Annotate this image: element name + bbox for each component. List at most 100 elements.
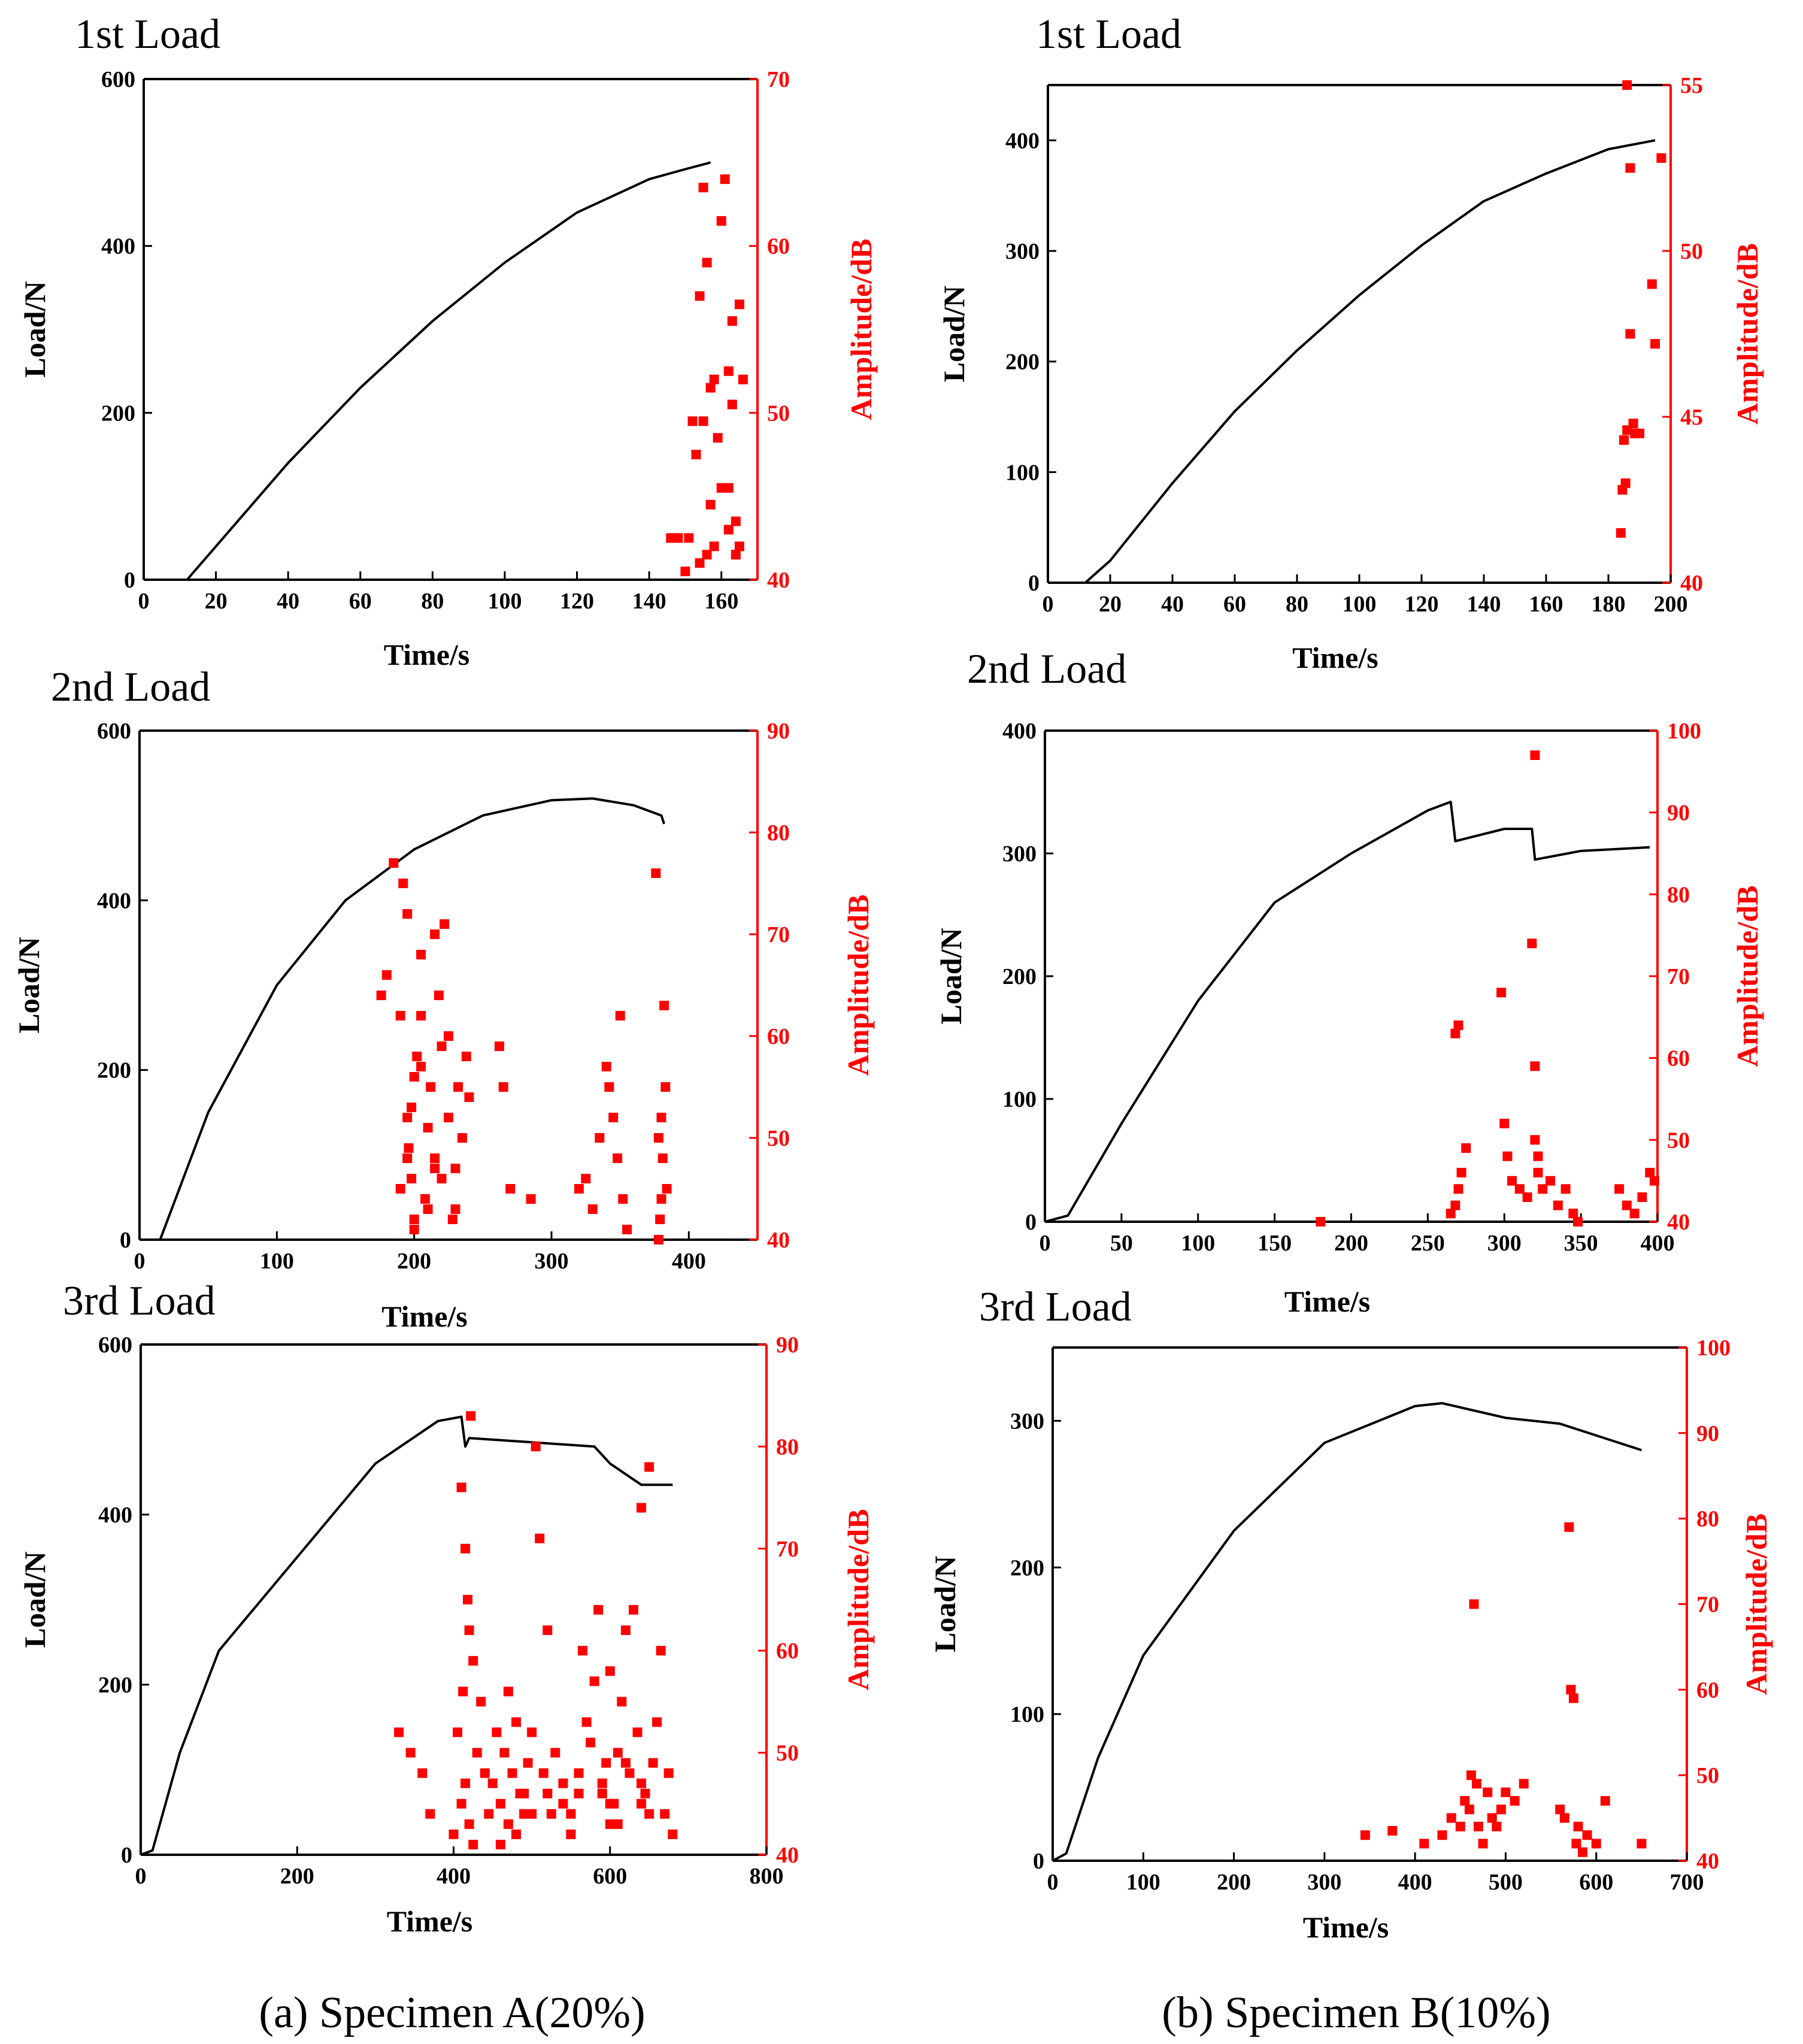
amplitude-point [1533, 1151, 1543, 1161]
amplitude-point [1649, 1176, 1659, 1186]
amplitude-point [1635, 428, 1644, 438]
x-tick-label: 160 [704, 589, 738, 614]
amplitude-point [738, 374, 748, 384]
amplitude-point [543, 1788, 553, 1798]
amplitude-point [1533, 1168, 1543, 1177]
amplitude-point [566, 1829, 576, 1839]
y-tick-label: 400 [1002, 719, 1037, 744]
amplitude-point [450, 1164, 460, 1173]
x-axis-label: Time/s [387, 1904, 473, 1938]
y-tick-label: 400 [101, 234, 135, 259]
x-tick-label: 50 [1110, 1231, 1133, 1256]
amplitude-point [709, 374, 719, 384]
chart-a1: 1st Load 0 20 40 60 80 100 120 140 160 0 200 400 600 4… [18, 11, 878, 671]
amplitude-point [1527, 938, 1537, 949]
amplitude-point [543, 1625, 553, 1636]
amplitude-point [527, 1809, 537, 1819]
chart-a3: 3rd Load 0 200 400 600 800 0 200 400 600 40 50 60 70 8… [18, 1278, 875, 1938]
amplitude-point [447, 1215, 457, 1224]
y2-tick-label: 90 [1667, 801, 1690, 826]
amplitude-point [625, 1768, 635, 1778]
amplitude-point [716, 483, 726, 493]
amplitude-point [416, 1062, 426, 1071]
y-tick-label: 400 [97, 888, 131, 913]
amplitude-point [511, 1717, 521, 1727]
amplitude-point [1455, 1821, 1465, 1831]
amplitude-point [423, 1204, 433, 1214]
amplitude-point [495, 1798, 505, 1809]
y-tick-label: 200 [1005, 350, 1040, 375]
amplitude-point [657, 1153, 668, 1163]
amplitude-point [605, 1798, 615, 1809]
amplitude-point [425, 1809, 435, 1819]
load-line [144, 161, 711, 581]
amplitude-point [1419, 1839, 1429, 1849]
y2-tick-label: 40 [1667, 1210, 1690, 1235]
chart-b3: 3rd Load 0 100 200 300 400 500 600 700 0 100 200 300… [928, 1284, 1773, 1944]
amplitude-point [659, 1001, 669, 1010]
amplitude-point [597, 1778, 607, 1788]
amplitude-point [430, 1164, 440, 1173]
amplitude-point [464, 1625, 474, 1636]
amplitude-point [662, 1184, 672, 1194]
x-tick-label: 300 [535, 1249, 569, 1274]
x-tick-label: 40 [277, 589, 299, 614]
amplitude-point [523, 1758, 533, 1768]
amplitude-point [503, 1686, 513, 1697]
y2-tick-label: 50 [1680, 239, 1703, 264]
amplitude-point [463, 1595, 472, 1604]
amplitude-point [416, 1011, 426, 1021]
amplitude-point [1437, 1830, 1447, 1840]
amplitude-point [666, 533, 676, 543]
amplitude-point [409, 1072, 419, 1082]
amplitude-point [687, 416, 698, 426]
x-tick-label: 0 [1043, 592, 1054, 617]
y2-axis-label: Amplitude/dB [841, 895, 875, 1076]
amplitude-point [709, 541, 719, 552]
amplitude-point [395, 1184, 405, 1194]
amplitude-point [460, 1778, 471, 1788]
amplitude-point [608, 1113, 619, 1122]
y2-tick-label: 80 [767, 820, 790, 846]
amplitude-point [389, 858, 399, 868]
amplitude-point [535, 1533, 545, 1543]
amplitude-point [566, 1809, 576, 1819]
x-tick-label: 0 [1040, 1231, 1051, 1256]
amplitude-point [620, 1625, 631, 1636]
y2-tick-label: 40 [767, 1228, 790, 1253]
amplitude-point [417, 1768, 428, 1778]
y2-tick-label: 70 [767, 67, 790, 92]
amplitude-point [1582, 1830, 1592, 1840]
amplitude-point [1538, 1184, 1548, 1194]
panel-title: 2nd Load [967, 646, 1126, 692]
x-tick-label: 200 [1654, 592, 1688, 617]
amplitude-point [734, 299, 744, 310]
amplitude-point [402, 1153, 413, 1163]
amplitude-point [1450, 1200, 1460, 1210]
y-axis-label: Load/N [12, 937, 46, 1033]
amplitude-point [402, 909, 413, 919]
amplitude-point [1555, 1804, 1565, 1815]
x-tick-label: 200 [397, 1249, 431, 1274]
amplitude-point [434, 991, 444, 1000]
x-tick-label: 100 [1126, 1870, 1160, 1895]
amplitude-point [1625, 329, 1635, 339]
amplitude-point [1496, 988, 1507, 998]
amplitude-point [1496, 1804, 1506, 1815]
amplitude-point [527, 1727, 537, 1737]
x-tick-label: 100 [1181, 1231, 1215, 1256]
x-tick-label: 100 [1343, 592, 1377, 617]
amplitude-point [698, 183, 708, 193]
amplitude-point [586, 1737, 596, 1748]
amplitude-point [695, 558, 705, 568]
x-axis-label: Time/s [381, 1300, 468, 1333]
x-axis-label: Time/s [1292, 641, 1378, 674]
amplitude-point [618, 1194, 628, 1204]
amplitude-point [595, 1133, 605, 1143]
amplitude-point [640, 1788, 650, 1798]
y2-axis-label: Amplitude/dB [841, 1509, 875, 1691]
amplitude-point [668, 1829, 678, 1839]
y2-tick-label: 90 [1696, 1421, 1719, 1446]
amplitude-point [1629, 1209, 1640, 1219]
chart-a2: 2nd Load 0 100 200 300 400 0 200 400 600 40 50 60 70 8… [12, 664, 875, 1333]
